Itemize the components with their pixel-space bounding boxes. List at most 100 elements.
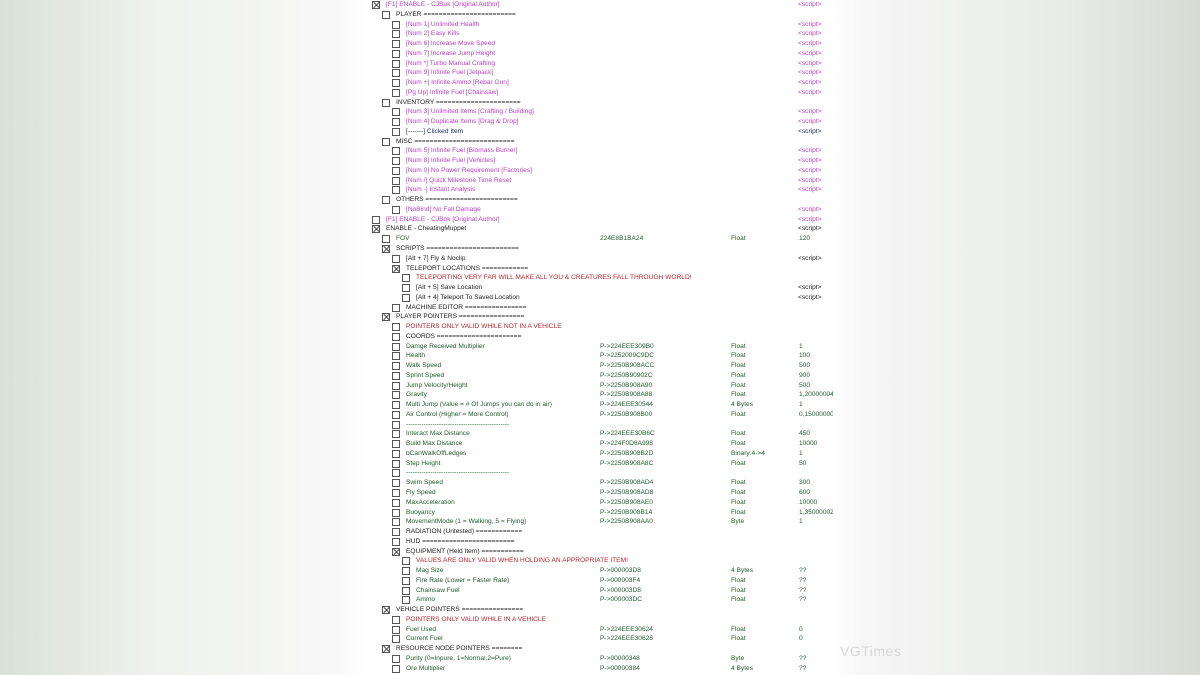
entry-script-value[interactable]: <script> <box>798 205 822 213</box>
table-row[interactable]: [Alt + 7] Fly & Noclip <script> <box>368 254 833 264</box>
activate-checkbox[interactable] <box>392 508 400 517</box>
activate-checkbox[interactable] <box>392 391 400 400</box>
activate-checkbox[interactable] <box>392 664 400 673</box>
activate-checkbox[interactable] <box>392 176 400 185</box>
table-row[interactable]: [Num -] Instant Analysis <script> <box>368 185 833 195</box>
table-row[interactable]: HUD ======================== <box>368 537 833 547</box>
activate-checkbox[interactable] <box>392 479 400 488</box>
activate-checkbox[interactable] <box>392 459 400 468</box>
activate-checkbox[interactable] <box>392 430 400 439</box>
table-row[interactable]: SCRIPTS ======================== <box>368 244 833 254</box>
activate-checkbox[interactable] <box>392 147 400 156</box>
activate-checkbox[interactable] <box>392 635 400 644</box>
table-row[interactable]: Swim Speed P->2250B908AD4 Float 300 <box>368 478 833 488</box>
entry-script-value[interactable]: <script> <box>798 166 822 174</box>
activate-checkbox[interactable] <box>392 449 400 458</box>
table-row[interactable]: Ore Multiplier P->00000384 4 Bytes?? <box>368 664 833 674</box>
entry-script-value[interactable]: <script> <box>798 225 822 233</box>
entry-value[interactable]: 1,35000002 <box>799 508 833 516</box>
table-row[interactable]: MaxAcceleration P->2250B908AE0 Float 10000 <box>368 498 833 508</box>
activate-checkbox[interactable] <box>382 245 390 253</box>
activate-checkbox[interactable] <box>392 654 400 663</box>
table-row[interactable]: Purity (0=Inpure, 1=Normal,2=Pure) P->000… <box>368 654 833 664</box>
table-row[interactable]: Sprint Speed P->2250B90902C Float 900 <box>368 371 833 381</box>
table-row[interactable]: OTHERS ======================== <box>368 195 833 205</box>
table-row[interactable]: PLAYER ======================== <box>368 10 833 20</box>
activate-checkbox[interactable] <box>392 381 400 390</box>
table-row[interactable]: [Num 8] Infinite Fuel [Vehicles] <script> <box>368 156 833 166</box>
activate-checkbox[interactable] <box>382 196 390 205</box>
entry-script-value[interactable]: <script> <box>798 293 822 301</box>
entry-script-value[interactable]: <script> <box>798 40 822 48</box>
entry-value[interactable]: ?? <box>799 567 807 575</box>
activate-checkbox[interactable] <box>392 30 400 39</box>
activate-checkbox[interactable] <box>392 69 400 78</box>
table-row[interactable]: Current Fuel P->224EEE30628 Float 0 <box>368 634 833 644</box>
activate-checkbox[interactable] <box>402 586 410 595</box>
entry-value[interactable]: 0,15000000 <box>799 410 833 418</box>
table-row[interactable]: [Num *] Turbo Manual Crafting <script> <box>368 59 833 69</box>
table-row[interactable]: Interact Max Distance P->224EEE30B6C Float… <box>368 429 833 439</box>
activate-checkbox[interactable] <box>392 79 400 88</box>
entry-script-value[interactable]: <script> <box>798 49 822 57</box>
table-row[interactable]: Walk Speed P->2250B908ACC Float 500 <box>368 361 833 371</box>
table-row[interactable]: Fire Rate (Lower = Faster Rate) P->000003… <box>368 576 833 586</box>
table-row[interactable]: [Num 5] Infinite Fuel [Biomass Burner] <s… <box>368 146 833 156</box>
table-row[interactable]: MovementMode (1 = Walking, 5 = Flying) P-… <box>368 517 833 527</box>
table-row[interactable]: Air Control (Higher = More Control) P->22… <box>368 410 833 420</box>
table-row[interactable]: ENABLE - CheatingMuppet <script> <box>368 224 833 234</box>
entry-value[interactable]: 1 <box>799 342 803 350</box>
activate-checkbox[interactable] <box>392 420 400 429</box>
entry-value[interactable]: 120 <box>799 235 811 243</box>
table-row[interactable]: RESOURCE NODE POINTERS ======== <box>368 644 833 654</box>
table-row[interactable]: Multi Jump (Value = # Of Jumps you can d… <box>368 400 833 410</box>
table-row[interactable]: [Num 2] Easy Kills <script> <box>368 29 833 39</box>
entry-script-value[interactable]: <script> <box>798 147 822 155</box>
entry-value[interactable]: ?? <box>799 596 807 604</box>
activate-checkbox[interactable] <box>372 215 380 224</box>
table-row[interactable]: [Num 4] Duplicate Items [Drag & Drop] <sc… <box>368 117 833 127</box>
activate-checkbox[interactable] <box>382 137 390 146</box>
entry-script-value[interactable]: <script> <box>798 1 822 8</box>
table-row[interactable]: [Num 7] Increase Jump Height <script> <box>368 49 833 59</box>
entry-value[interactable]: 1 <box>799 518 803 526</box>
entry-script-value[interactable]: <script> <box>798 69 822 77</box>
entry-value[interactable]: ?? <box>799 576 807 584</box>
activate-checkbox[interactable] <box>382 10 390 19</box>
entry-script-value[interactable]: <script> <box>798 127 822 135</box>
table-row[interactable]: RADIATION (Untested) ============ <box>368 527 833 537</box>
table-row[interactable]: EQUIPMENT (Held Item) =========== <box>368 547 833 557</box>
entry-value[interactable]: 500 <box>799 381 811 389</box>
entry-script-value[interactable]: <script> <box>798 215 822 223</box>
activate-checkbox[interactable] <box>392 371 400 380</box>
activate-checkbox[interactable] <box>372 1 380 9</box>
table-row[interactable]: [Num 1] Unlimited Health <script> <box>368 20 833 30</box>
table-row[interactable]: [Num 6] Increase Move Speed <script> <box>368 39 833 49</box>
activate-checkbox[interactable] <box>392 88 400 97</box>
table-row[interactable]: Health P->2252009C9DC Float 100 <box>368 351 833 361</box>
table-row[interactable]: Fly Speed P->2250B908AD8 Float 600 <box>368 488 833 498</box>
activate-checkbox[interactable] <box>372 225 380 234</box>
table-row[interactable]: MISC ========================== <box>368 137 833 147</box>
entry-value[interactable]: 600 <box>799 489 811 496</box>
table-row[interactable]: TELEPORTING VERY FAR WILL MAKE ALL YOU &… <box>368 273 833 283</box>
entry-value[interactable]: 10000 <box>799 498 818 506</box>
table-row[interactable]: [Alt + 5] Save Location <script> <box>368 283 833 293</box>
activate-checkbox[interactable] <box>382 645 390 654</box>
table-row[interactable]: ----------------------------------------… <box>368 420 833 430</box>
table-row[interactable]: MACHINE EDITOR ================ <box>368 303 833 313</box>
entry-script-value[interactable]: <script> <box>798 284 822 292</box>
entry-value[interactable]: 1,20000004 <box>799 391 833 399</box>
activate-checkbox[interactable] <box>382 313 390 322</box>
activate-checkbox[interactable] <box>392 264 400 273</box>
activate-checkbox[interactable] <box>382 235 390 244</box>
activate-checkbox[interactable] <box>392 118 400 127</box>
entry-script-value[interactable]: <script> <box>798 186 822 194</box>
activate-checkbox[interactable] <box>392 254 400 263</box>
entry-value[interactable]: 500 <box>799 362 811 370</box>
table-row[interactable]: POINTERS ONLY VALID WHILE NOT IN A VEHIC… <box>368 322 833 332</box>
table-row[interactable]: ----------------------------------------… <box>368 468 833 478</box>
activate-checkbox[interactable] <box>392 362 400 371</box>
entry-script-value[interactable]: <script> <box>798 176 822 184</box>
table-row[interactable]: INVENTORY ====================== <box>368 98 833 108</box>
